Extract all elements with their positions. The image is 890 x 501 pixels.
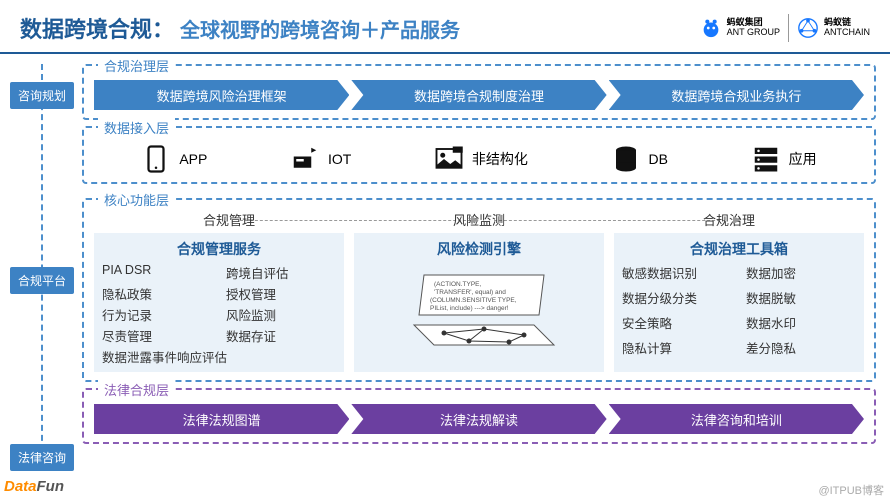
mailbox-icon <box>290 144 320 174</box>
access-db: DB <box>611 144 668 174</box>
card3-grid: 敏感数据识别数据加密 数据分级分类数据脱敏 安全策略数据水印 隐私计算差分隐私 <box>622 263 856 357</box>
legal-layer: 法律合规层 法律法规图谱 法律法规解读 法律咨询和培训 <box>82 388 876 444</box>
governance-arrows: 数据跨境风险治理框架 数据跨境合规制度治理 数据跨境合规业务执行 <box>94 80 864 110</box>
card-risk-engine: 风险检测引擎 (ACTION.TYPE, 'TRANSFER', equal) … <box>354 233 604 372</box>
legal-layer-title: 法律合规层 <box>98 380 175 399</box>
legal-item-3: 法律咨询和培训 <box>609 404 864 434</box>
gov-item-1: 数据跨境风险治理框架 <box>94 80 349 110</box>
core-layer-title: 核心功能层 <box>98 190 175 209</box>
core-cards: 合规管理服务 PIA DSR跨境自评估 隐私政策授权管理 行为记录风险监测 尽责… <box>94 233 864 372</box>
title-part2: 全球视野的跨境咨询＋产品服务 <box>180 14 460 43</box>
legal-item-2: 法律法规解读 <box>351 404 606 434</box>
access-app: APP <box>141 144 207 174</box>
subhead-1: 合规管理 <box>104 210 354 229</box>
card-compliance-toolkit: 合规治理工具箱 敏感数据识别数据加密 数据分级分类数据脱敏 安全策略数据水印 隐… <box>614 233 864 372</box>
legal-item-1: 法律法规图谱 <box>94 404 349 434</box>
datafun-logo: DataFun <box>4 478 64 495</box>
image-icon <box>434 144 464 174</box>
access-layer-title: 数据接入层 <box>98 118 175 137</box>
tag-consulting: 咨询规划 <box>10 82 74 109</box>
engine-diagram: (ACTION.TYPE, 'TRANSFER', equal) and (CO… <box>394 265 564 351</box>
layers-column: 合规治理层 数据跨境风险治理框架 数据跨境合规制度治理 数据跨境合规业务执行 数… <box>82 64 876 471</box>
logo-divider <box>788 14 789 42</box>
svg-text:PIList, include) ---> danger!: PIList, include) ---> danger! <box>430 305 509 312</box>
access-app2: 应用 <box>751 144 817 174</box>
ant-icon <box>700 17 722 39</box>
antchain-logo: 蚂蚁链ANTCHAIN <box>797 17 870 39</box>
access-layer: 数据接入层 APP IOT 非结构化 DB 应用 <box>82 126 876 184</box>
svg-text:(ACTION.TYPE,: (ACTION.TYPE, <box>434 281 482 288</box>
left-tags-column: 咨询规划 合规平台 法律咨询 <box>10 64 74 471</box>
logo-area: 蚂蚁集团ANT GROUP 蚂蚁链ANTCHAIN <box>700 14 870 42</box>
svg-text:(COLUMN.SENSITIVE TYPE,: (COLUMN.SENSITIVE TYPE, <box>430 297 517 304</box>
main-content: 咨询规划 合规平台 法律咨询 合规治理层 数据跨境风险治理框架 数据跨境合规制度… <box>0 54 890 481</box>
server-icon <box>751 144 781 174</box>
gov-item-2: 数据跨境合规制度治理 <box>351 80 606 110</box>
access-unstructured: 非结构化 <box>434 144 528 174</box>
phone-icon <box>141 144 171 174</box>
core-layer: 核心功能层 合规管理 风险监测 合规治理 合规管理服务 PIA DSR跨境自评估… <box>82 198 876 382</box>
gov-item-3: 数据跨境合规业务执行 <box>609 80 864 110</box>
card-compliance-mgmt: 合规管理服务 PIA DSR跨境自评估 隐私政策授权管理 行为记录风险监测 尽责… <box>94 233 344 372</box>
chain-icon <box>797 17 819 39</box>
svg-text:'TRANSFER', equal) and: 'TRANSFER', equal) and <box>434 289 506 296</box>
governance-layer-title: 合规治理层 <box>98 56 175 75</box>
ant-group-logo: 蚂蚁集团ANT GROUP <box>700 17 780 39</box>
core-subheads: 合规管理 风险监测 合规治理 <box>94 210 864 229</box>
subhead-3: 合规治理 <box>604 210 854 229</box>
legal-arrows: 法律法规图谱 法律法规解读 法律咨询和培训 <box>94 404 864 434</box>
card1-grid: PIA DSR跨境自评估 隐私政策授权管理 行为记录风险监测 尽责管理数据存证 … <box>102 263 336 366</box>
watermark: @ITPUB博客 <box>818 482 884 498</box>
access-iot: IOT <box>290 144 351 174</box>
tag-legal: 法律咨询 <box>10 444 74 471</box>
access-icons: APP IOT 非结构化 DB 应用 <box>94 144 864 174</box>
title-part1: 数据跨境合规： <box>20 12 174 44</box>
governance-layer: 合规治理层 数据跨境风险治理框架 数据跨境合规制度治理 数据跨境合规业务执行 <box>82 64 876 120</box>
tag-platform: 合规平台 <box>10 267 74 294</box>
db-icon <box>611 144 641 174</box>
header: 数据跨境合规： 全球视野的跨境咨询＋产品服务 蚂蚁集团ANT GROUP 蚂蚁链… <box>0 0 890 54</box>
